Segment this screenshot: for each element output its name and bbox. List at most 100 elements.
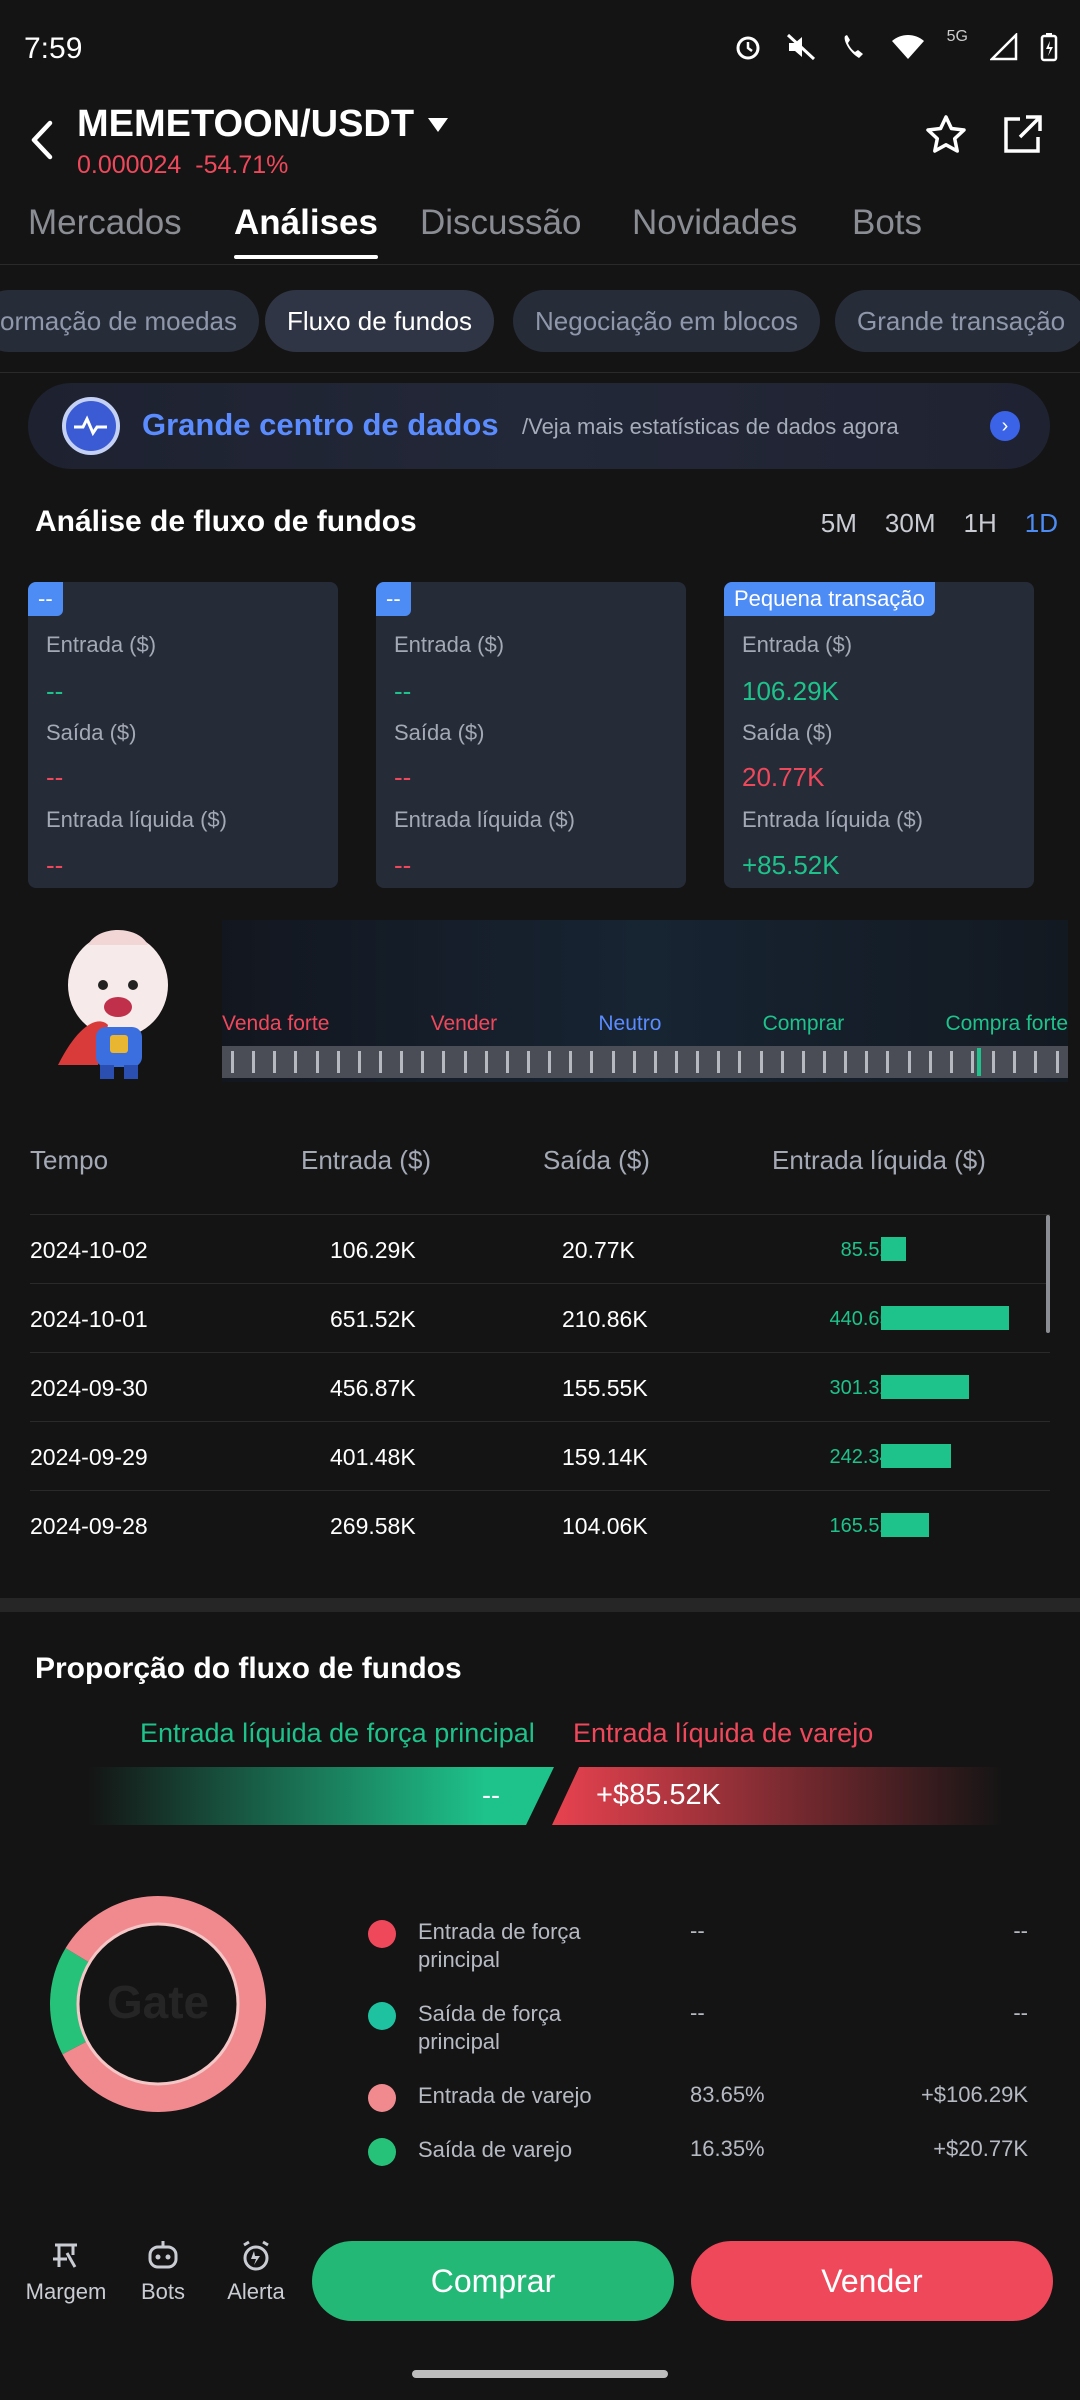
scale-tick [928, 1051, 932, 1073]
table-row[interactable]: 2024-10-02 106.29K 20.77K 85.52K [30, 1214, 1050, 1283]
data-center-banner[interactable]: Grande centro de dados /Veja mais estatí… [28, 383, 1050, 469]
scale-tick [548, 1051, 552, 1073]
sentiment-label: Compra forte [945, 1012, 1068, 1035]
sub-tabs: ormação de moedas Fluxo de fundos Negoci… [0, 290, 1080, 352]
net-value: -- [46, 850, 64, 880]
last-price: 0.000024 [77, 151, 182, 179]
main-force-value: -- [482, 1780, 500, 1810]
scale-tick [421, 1051, 425, 1073]
net-label: Entrada líquida ($) [742, 807, 923, 832]
tab-analises[interactable]: Análises [234, 203, 378, 259]
sentiment-scale [222, 1046, 1068, 1078]
legend-percent: 16.35% [690, 2136, 765, 2161]
star-icon[interactable] [924, 113, 968, 157]
sell-button[interactable]: Vender [691, 2241, 1053, 2321]
scale-tick [336, 1051, 340, 1073]
buy-button[interactable]: Comprar [312, 2241, 674, 2321]
scale-tick [569, 1051, 573, 1073]
row-outflow: 159.14K [562, 1444, 648, 1470]
scale-tick [675, 1051, 679, 1073]
donut-inner-ring [76, 1922, 240, 2086]
scale-tick [844, 1051, 848, 1073]
table-row[interactable]: 2024-09-30 456.87K 155.55K 301.32K [30, 1352, 1050, 1421]
legend-name: Entrada de varejo [418, 2083, 592, 2108]
scale-tick [505, 1051, 509, 1073]
proportion-title: Proporção do fluxo de fundos [35, 1652, 462, 1685]
section-separator [0, 1598, 1080, 1612]
scale-tick [823, 1051, 826, 1073]
table-scrollbar[interactable] [1046, 1215, 1050, 1333]
inflow-value: -- [394, 676, 412, 706]
home-indicator[interactable] [412, 2370, 668, 2378]
scale-tick [696, 1051, 700, 1073]
net-value: -- [394, 850, 412, 880]
outflow-label: Saída ($) [742, 720, 833, 745]
back-arrow-icon[interactable] [22, 115, 62, 165]
scale-tick [294, 1051, 298, 1073]
scale-tick [653, 1051, 657, 1073]
nav-bots[interactable]: Bots [128, 2239, 198, 2305]
subtab-fluxo-fundos[interactable]: Fluxo de fundos [265, 290, 495, 352]
period-selector: 5M 30M 1H 1D [821, 508, 1058, 539]
scale-tick [252, 1051, 256, 1073]
share-icon[interactable] [1000, 113, 1044, 157]
subtab-formacao-moedas[interactable]: ormação de moedas [0, 290, 260, 352]
row-date: 2024-09-30 [30, 1375, 148, 1401]
tab-discussao[interactable]: Discussão [420, 203, 582, 242]
period-1d[interactable]: 1D [1024, 508, 1058, 538]
subtab-grande-transacao[interactable]: Grande transação [835, 290, 1080, 352]
col-saida: Saída ($) [543, 1145, 650, 1175]
nav-margem[interactable]: Margem [22, 2239, 110, 2305]
period-30m[interactable]: 30M [884, 508, 936, 538]
period-5m[interactable]: 5M [820, 508, 857, 538]
table-row[interactable]: 2024-09-29 401.48K 159.14K 242.34K [30, 1421, 1050, 1490]
scale-tick [949, 1051, 953, 1073]
nav-alerta[interactable]: Alerta [218, 2239, 294, 2305]
outflow-value: -- [394, 762, 412, 792]
signal-icon [990, 33, 1018, 61]
scale-tick [527, 1051, 531, 1073]
outflow-label: Saída ($) [394, 720, 485, 745]
table-row[interactable]: 2024-09-28 269.58K 104.06K 165.52K [30, 1490, 1050, 1559]
scale-tick [400, 1051, 404, 1073]
nav-bots-label: Bots [140, 2279, 186, 2304]
network-type: 5G [946, 28, 968, 45]
inflow-label: Entrada ($) [742, 632, 853, 657]
bot-icon [148, 2241, 178, 2269]
tab-novidades[interactable]: Novidades [632, 203, 798, 242]
nav-alerta-label: Alerta [227, 2279, 285, 2304]
nav-margem-label: Margem [25, 2279, 107, 2304]
bottom-bar: Margem Bots Alerta Comprar Vender [0, 2205, 1080, 2355]
legend-name: Saída de varejo [418, 2137, 573, 2162]
period-1h[interactable]: 1H [963, 508, 997, 538]
legend-amount: +$20.77K [933, 2136, 1028, 2161]
main-tabs: Mercados Análises Discussão Novidades Bo… [0, 195, 1080, 265]
legend-dot [368, 2002, 396, 2030]
sentiment-label: Venda forte [222, 1012, 330, 1035]
subtab-negociacao-blocos[interactable]: Negociação em blocos [513, 290, 821, 352]
table-row[interactable]: 2024-10-01 651.52K 210.86K 440.65K [30, 1283, 1050, 1352]
fund-flow-title: Análise de fluxo de fundos [35, 505, 417, 538]
pair-selector[interactable]: MEMETOON/USDT [77, 103, 449, 146]
outflow-value: 20.77K [742, 762, 825, 792]
net-inflow-bar [881, 1237, 906, 1261]
scale-tick [801, 1051, 805, 1073]
status-bar: 7:59 5G [0, 0, 1080, 100]
scale-tick [273, 1051, 277, 1073]
inflow-label: Entrada ($) [46, 632, 157, 657]
scale-tick [1034, 1051, 1038, 1073]
status-time: 7:59 [24, 32, 83, 65]
row-date: 2024-10-01 [30, 1306, 148, 1332]
net-label: Entrada líquida ($) [394, 807, 575, 832]
row-outflow: 210.86K [562, 1306, 648, 1332]
row-outflow: 20.77K [562, 1237, 635, 1263]
row-inflow: 651.52K [330, 1306, 416, 1332]
sentiment-label: Vender [430, 1012, 498, 1035]
scale-tick [759, 1051, 763, 1073]
row-outflow: 155.55K [562, 1375, 648, 1401]
legend-percent: -- [690, 2000, 705, 2025]
row-date: 2024-09-29 [30, 1444, 148, 1470]
tab-bots[interactable]: Bots [852, 203, 923, 242]
row-inflow: 456.87K [330, 1375, 416, 1401]
tab-mercados[interactable]: Mercados [28, 203, 182, 242]
